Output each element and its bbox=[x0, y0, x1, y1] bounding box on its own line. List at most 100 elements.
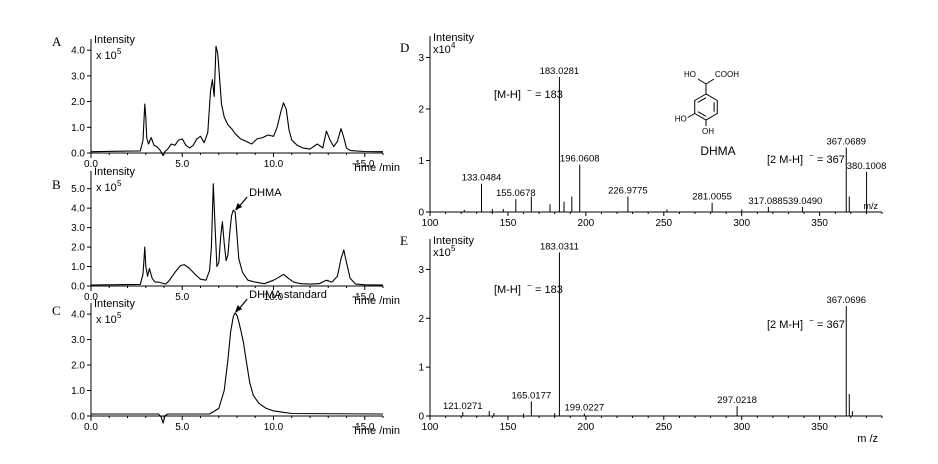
x-tick-label: 10.0 bbox=[264, 292, 284, 303]
y-tick-label: 5.0 bbox=[71, 184, 85, 195]
y-tick-label: 1.0 bbox=[71, 386, 85, 397]
y-tick-label: 3.0 bbox=[71, 223, 85, 234]
ion-label-m-h-value: = 183 bbox=[535, 284, 563, 296]
y-tick-label: 1 bbox=[418, 156, 424, 167]
x-axis-label: Time /min bbox=[352, 162, 400, 174]
chart-panel-a: A 0.0 1.0 2.0 3.0 4.0 0.0 5.0 10.0 15.0 Intensity x… bbox=[52, 34, 400, 174]
peak-label: 317.088539.0490 bbox=[748, 196, 822, 207]
y-axis-exponent: 5 bbox=[117, 179, 122, 188]
y-tick-label: 3.0 bbox=[71, 335, 85, 346]
x-tick-label: 300 bbox=[733, 218, 750, 229]
y-tick-label: 0.0 bbox=[71, 149, 85, 160]
y-tick-label: 0 bbox=[418, 412, 424, 423]
y-tick-label: 1.0 bbox=[71, 262, 85, 273]
x-tick-label: 0.0 bbox=[84, 159, 98, 170]
y-axis-exponent: 5 bbox=[451, 244, 456, 253]
x-axis-label: m /z bbox=[857, 433, 878, 445]
structure-ho-label: HO bbox=[684, 70, 696, 79]
chart-panel-c: C 0.0 1.0 2.0 3.0 4.0 0.0 5.0 10.0 15.0 Intensity x… bbox=[52, 289, 400, 437]
double-bond bbox=[697, 111, 707, 117]
peak-label: 199.0227 bbox=[565, 403, 605, 414]
panel-label-a: A bbox=[52, 34, 62, 49]
y-axis-label: Intensity bbox=[94, 34, 135, 46]
peak-label: 380.1008 bbox=[847, 161, 887, 172]
y-tick-label: 1.0 bbox=[71, 123, 85, 134]
y-tick-label: 3 bbox=[418, 53, 424, 64]
annotation-arrowhead bbox=[235, 305, 243, 313]
x-tick-label: 200 bbox=[578, 218, 595, 229]
ion-charge: − bbox=[527, 281, 532, 290]
y-axis-exponent: 5 bbox=[117, 311, 122, 320]
y-tick-label: 0.0 bbox=[71, 412, 85, 423]
x-tick-label: 200 bbox=[578, 422, 595, 433]
x-tick-label: 15.0 bbox=[355, 292, 375, 303]
ion-label-2m-h: [2 M-H] bbox=[767, 154, 803, 166]
peak-label: 196.0608 bbox=[560, 154, 600, 165]
peak-label: 226.9775 bbox=[608, 186, 648, 197]
ion-charge: − bbox=[527, 86, 532, 95]
y-axis-multiplier: x 10 bbox=[96, 314, 117, 326]
y-tick-label: 2.0 bbox=[71, 243, 85, 254]
y-axis-label: Intensity bbox=[433, 235, 474, 247]
chromatogram-trace bbox=[90, 45, 384, 157]
y-axis-multiplier: x10 bbox=[433, 247, 451, 259]
peak-label: 183.0311 bbox=[540, 241, 579, 252]
x-tick-label: 100 bbox=[422, 218, 439, 229]
x-tick-label: 0.0 bbox=[84, 292, 98, 303]
y-tick-label: 2 bbox=[418, 314, 424, 325]
peak-label: 155.0678 bbox=[496, 188, 536, 199]
y-axis-multiplier: x 10 bbox=[96, 50, 117, 62]
x-axis-label: m/z bbox=[864, 201, 879, 211]
x-tick-label: 0.0 bbox=[84, 422, 98, 433]
y-axis-exponent: 4 bbox=[451, 41, 456, 50]
structure-cooh-label: COOH bbox=[715, 70, 739, 79]
x-tick-label: 15.0 bbox=[355, 159, 375, 170]
ion-label-m-h: [M-H] bbox=[494, 284, 521, 296]
x-tick-label: 100 bbox=[422, 422, 439, 433]
chromatogram-trace bbox=[91, 312, 384, 424]
x-tick-label: 300 bbox=[733, 422, 750, 433]
ion-label-2m-h: [2 M-H] bbox=[767, 319, 803, 331]
y-axis-multiplier: x 10 bbox=[96, 182, 117, 194]
y-tick-label: 4.0 bbox=[71, 46, 85, 57]
panel-label-d: D bbox=[400, 40, 409, 55]
ion-label-2m-h-value: = 367 bbox=[817, 154, 845, 166]
x-tick-label: 5.0 bbox=[175, 422, 189, 433]
y-tick-label: 1 bbox=[418, 363, 424, 374]
peak-label: 367.0696 bbox=[826, 295, 866, 306]
x-tick-label: 350 bbox=[811, 218, 828, 229]
x-tick-label: 150 bbox=[500, 422, 517, 433]
annotation-arrowhead bbox=[235, 203, 243, 211]
peak-label: 281.0055 bbox=[692, 192, 732, 203]
y-axis-label: Intensity bbox=[94, 166, 135, 178]
y-tick-label: 2.0 bbox=[71, 97, 85, 108]
y-tick-label: 3.0 bbox=[71, 71, 85, 82]
structure-oh-ring-label: OH bbox=[702, 127, 714, 136]
x-tick-label: 5.0 bbox=[175, 159, 189, 170]
ion-charge: − bbox=[809, 316, 814, 325]
x-axis-label: Time /min bbox=[352, 425, 400, 437]
peak-label: 367.0689 bbox=[826, 137, 866, 148]
peak-label: 183.0281 bbox=[540, 66, 580, 77]
ion-charge: − bbox=[809, 151, 814, 160]
ion-label-m-h: [M-H] bbox=[494, 89, 521, 101]
y-tick-label: 0 bbox=[418, 208, 424, 219]
chart-panel-b: B 0.0 1.0 2.0 3.0 4.0 5.0 0.0 5.0 10.0 15.0 Intensi… bbox=[52, 166, 400, 307]
structure-ho-ring-label: HO bbox=[675, 115, 687, 124]
ion-label-2m-h-value: = 367 bbox=[817, 319, 845, 331]
x-tick-label: 150 bbox=[500, 218, 517, 229]
peak-label: 121.0271 bbox=[443, 401, 483, 412]
panel-label-c: C bbox=[52, 303, 61, 318]
y-tick-label: 2.0 bbox=[71, 361, 85, 372]
peak-annotation: DHMA standard bbox=[249, 289, 327, 301]
panel-label-b: B bbox=[52, 177, 61, 192]
dhma-structure: HO COOH HO OH bbox=[675, 70, 739, 136]
x-tick-label: 250 bbox=[655, 218, 672, 229]
x-tick-label: 5.0 bbox=[175, 292, 189, 303]
x-tick-label: 250 bbox=[655, 422, 672, 433]
y-tick-label: 4.0 bbox=[71, 310, 85, 321]
bond bbox=[687, 113, 695, 118]
